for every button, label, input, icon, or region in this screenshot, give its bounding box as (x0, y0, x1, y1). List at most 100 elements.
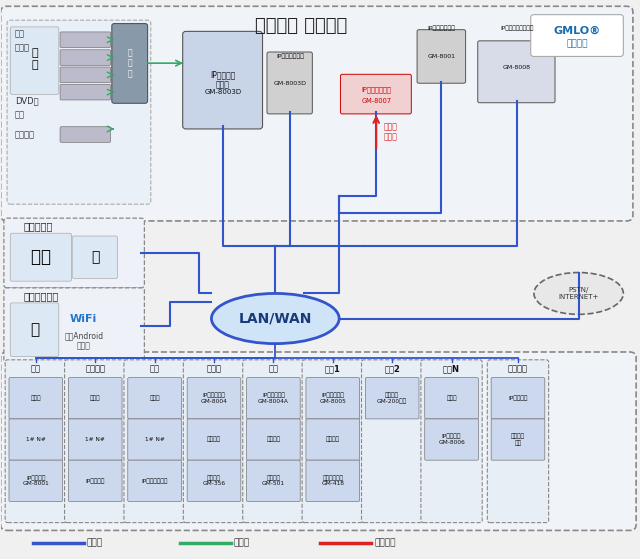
Text: 远程分校: 远程分校 (508, 365, 528, 374)
Text: 消防触
发信号: 消防触 发信号 (384, 122, 397, 141)
Text: WiFi: WiFi (70, 314, 97, 324)
FancyBboxPatch shape (487, 360, 548, 523)
FancyBboxPatch shape (4, 218, 145, 288)
Text: 公共区: 公共区 (207, 365, 221, 374)
FancyBboxPatch shape (128, 378, 181, 419)
FancyBboxPatch shape (9, 378, 63, 419)
FancyBboxPatch shape (246, 460, 300, 501)
Text: 室外防雨音柱
GM-418: 室外防雨音柱 GM-418 (321, 475, 344, 486)
Text: IP网络音箱
GM-8001: IP网络音箱 GM-8001 (22, 475, 49, 486)
Text: 调
音
台: 调 音 台 (127, 48, 132, 78)
FancyBboxPatch shape (187, 460, 241, 501)
Text: 1# N#: 1# N# (85, 437, 105, 442)
FancyBboxPatch shape (306, 419, 360, 460)
FancyBboxPatch shape (183, 360, 244, 523)
Ellipse shape (211, 293, 339, 344)
FancyBboxPatch shape (124, 360, 185, 523)
Text: 交换机: 交换机 (149, 395, 160, 401)
FancyBboxPatch shape (128, 419, 181, 460)
FancyBboxPatch shape (72, 236, 118, 278)
Text: 草地音箱
GM-200系列: 草地音箱 GM-200系列 (377, 392, 407, 404)
Text: 交换机: 交换机 (90, 395, 100, 401)
FancyBboxPatch shape (425, 419, 478, 460)
Text: IP网络报警主机: IP网络报警主机 (361, 87, 391, 93)
Text: 远程电话
广播: 远程电话 广播 (511, 433, 525, 446)
Text: LAN/WAN: LAN/WAN (239, 311, 312, 325)
FancyBboxPatch shape (531, 15, 623, 56)
FancyBboxPatch shape (187, 378, 241, 419)
Text: 无线麦克: 无线麦克 (15, 130, 35, 139)
Text: 🧑‍💻: 🧑‍💻 (31, 248, 51, 266)
FancyBboxPatch shape (1, 6, 633, 221)
Text: IP网络广播端
GM-8005: IP网络广播端 GM-8005 (319, 392, 346, 404)
Text: 网络线: 网络线 (87, 538, 103, 547)
Text: 定压功放: 定压功放 (266, 437, 280, 442)
Text: 🎤
👤: 🎤 👤 (31, 49, 38, 70)
Text: GM-8001: GM-8001 (428, 54, 455, 59)
FancyBboxPatch shape (60, 84, 111, 100)
Text: IP网络寻呼话筒: IP网络寻呼话筒 (276, 54, 304, 59)
Text: IP网络广播
服务器: IP网络广播 服务器 (211, 70, 236, 89)
FancyBboxPatch shape (340, 74, 412, 114)
Text: 1# N#: 1# N# (145, 437, 164, 442)
Text: 室外N: 室外N (443, 365, 460, 374)
Text: 调谐器: 调谐器 (15, 44, 29, 53)
Text: GM-8003D: GM-8003D (204, 89, 241, 95)
Text: 南教学楼: 南教学楼 (85, 365, 105, 374)
FancyBboxPatch shape (5, 360, 67, 523)
Text: 消防信号: 消防信号 (374, 538, 396, 547)
FancyBboxPatch shape (243, 360, 304, 523)
Text: 楼道: 楼道 (268, 365, 278, 374)
Text: GM-8003D: GM-8003D (273, 80, 307, 86)
FancyBboxPatch shape (246, 419, 300, 460)
Text: 交换机: 交换机 (31, 395, 41, 401)
FancyBboxPatch shape (68, 378, 122, 419)
FancyBboxPatch shape (7, 20, 151, 204)
Text: 金迈视讯: 金迈视讯 (566, 40, 588, 49)
Text: 1# N#: 1# N# (26, 437, 45, 442)
FancyBboxPatch shape (60, 32, 111, 48)
FancyBboxPatch shape (9, 419, 63, 460)
FancyBboxPatch shape (302, 360, 364, 523)
Text: 交换机: 交换机 (446, 395, 457, 401)
FancyBboxPatch shape (425, 378, 478, 419)
Text: IP网络市话接入主机: IP网络市话接入主机 (500, 26, 533, 31)
FancyBboxPatch shape (491, 378, 545, 419)
Text: GM-8007: GM-8007 (361, 98, 391, 104)
FancyBboxPatch shape (187, 419, 241, 460)
FancyBboxPatch shape (182, 31, 262, 129)
FancyBboxPatch shape (365, 378, 419, 419)
FancyBboxPatch shape (4, 288, 145, 363)
Text: 室外2: 室外2 (384, 365, 400, 374)
Text: PSTN/
INTERNET+: PSTN/ INTERNET+ (559, 287, 599, 300)
Text: IP网络音箱: IP网络音箱 (86, 478, 105, 484)
FancyBboxPatch shape (112, 23, 148, 103)
Text: 室外1: 室外1 (325, 365, 340, 374)
Ellipse shape (534, 273, 623, 314)
FancyBboxPatch shape (421, 360, 482, 523)
FancyBboxPatch shape (68, 460, 122, 501)
Text: 音频线: 音频线 (234, 538, 250, 547)
Text: 校园广播 管理中心: 校园广播 管理中心 (255, 17, 347, 35)
Text: IP网络广播端
GM-8004A: IP网络广播端 GM-8004A (258, 392, 289, 404)
Text: IP网络点播终端: IP网络点播终端 (141, 478, 168, 484)
FancyBboxPatch shape (10, 233, 72, 281)
FancyBboxPatch shape (306, 378, 360, 419)
FancyBboxPatch shape (417, 30, 466, 83)
Text: 定压功放: 定压功放 (326, 437, 340, 442)
FancyBboxPatch shape (10, 303, 59, 357)
Text: 教室: 教室 (31, 365, 41, 374)
FancyBboxPatch shape (10, 27, 59, 94)
Text: IP网络广播端
GM-8004: IP网络广播端 GM-8004 (200, 392, 227, 404)
FancyBboxPatch shape (306, 460, 360, 501)
FancyBboxPatch shape (60, 67, 111, 83)
Text: IP网络监听音箱: IP网络监听音箱 (428, 26, 455, 31)
FancyBboxPatch shape (128, 460, 181, 501)
Text: IP网络音柱
GM-8006: IP网络音柱 GM-8006 (438, 434, 465, 445)
Text: GM-8008: GM-8008 (502, 65, 531, 70)
FancyBboxPatch shape (267, 52, 312, 114)
FancyBboxPatch shape (60, 50, 111, 65)
FancyBboxPatch shape (491, 419, 545, 460)
FancyBboxPatch shape (246, 378, 300, 419)
Text: 支持Android
客户端: 支持Android 客户端 (64, 331, 103, 350)
